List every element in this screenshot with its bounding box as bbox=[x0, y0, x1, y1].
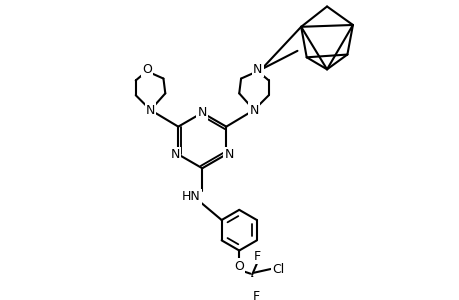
Text: N: N bbox=[224, 148, 233, 161]
Text: O: O bbox=[141, 63, 151, 76]
Text: F: F bbox=[252, 290, 259, 300]
Text: Cl: Cl bbox=[271, 262, 284, 275]
Text: N: N bbox=[252, 63, 262, 76]
Text: F: F bbox=[254, 250, 261, 262]
Text: O: O bbox=[234, 260, 244, 273]
Text: N: N bbox=[197, 106, 207, 119]
Text: HN: HN bbox=[181, 190, 200, 203]
Text: N: N bbox=[249, 103, 258, 116]
Text: N: N bbox=[170, 148, 180, 161]
Text: N: N bbox=[146, 103, 155, 116]
